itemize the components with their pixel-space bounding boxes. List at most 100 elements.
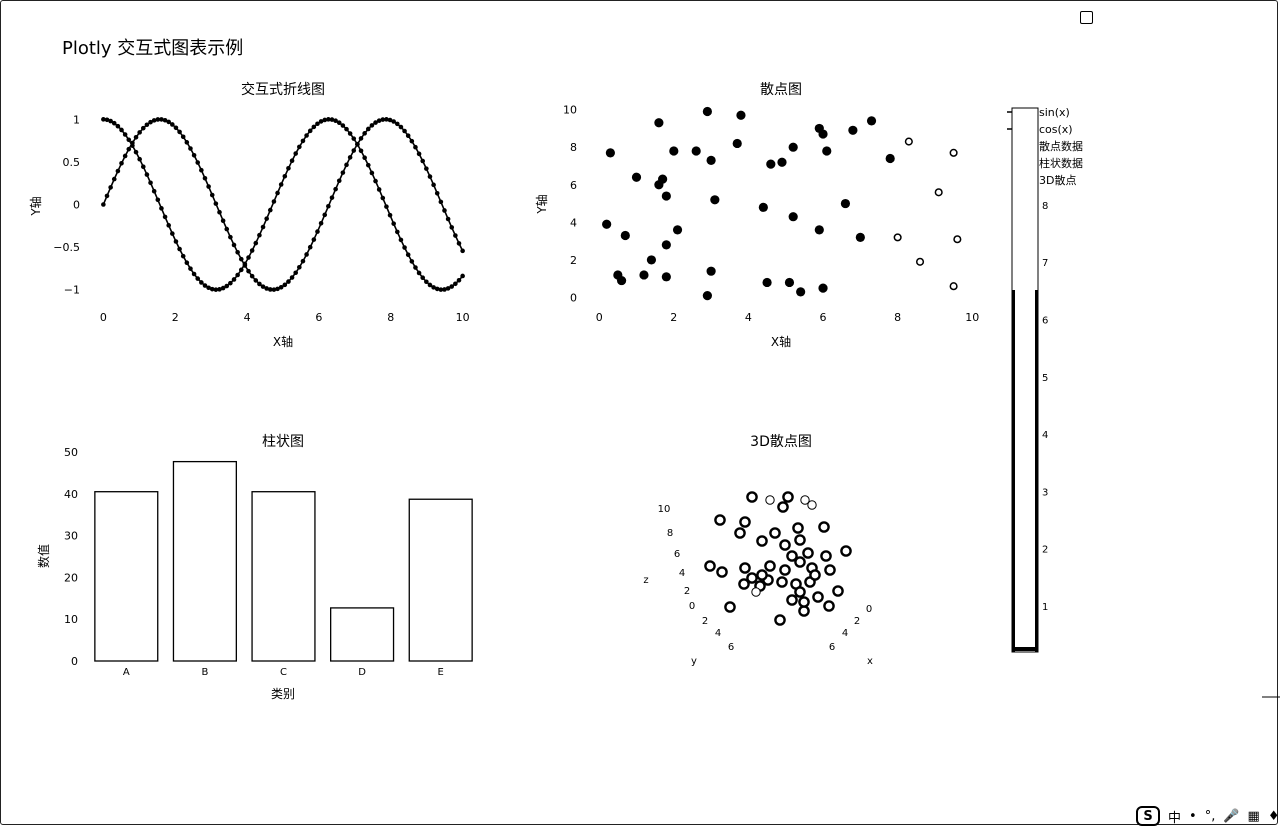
line-series-cos-marker bbox=[217, 287, 222, 292]
scatter3d-x-label: x bbox=[867, 656, 873, 667]
line-series-cos-marker bbox=[391, 221, 396, 226]
line-series-sin-marker bbox=[180, 134, 186, 140]
bar-chart-bars: A B C D E bbox=[94, 460, 473, 678]
line-series-cos-marker bbox=[111, 120, 117, 126]
line-series-cos-marker bbox=[362, 155, 367, 161]
line-chart-x-tick: 8 bbox=[387, 311, 394, 324]
ime-punct-icon[interactable]: °, bbox=[1204, 808, 1216, 824]
line-series-sin-marker bbox=[271, 287, 277, 292]
keyboard-icon[interactable]: ▦ bbox=[1247, 808, 1260, 824]
legend-item: sin(x) bbox=[1039, 106, 1070, 119]
scatter3d-point bbox=[818, 521, 830, 533]
bar-category-label: A bbox=[123, 667, 130, 678]
fullscreen-icon[interactable] bbox=[1080, 11, 1093, 24]
microphone-icon[interactable]: 🎤 bbox=[1223, 808, 1240, 824]
line-series-sin-marker bbox=[289, 275, 295, 280]
line-chart-y-tick: −0.5 bbox=[53, 241, 80, 254]
line-chart-x-tick: 10 bbox=[456, 311, 470, 324]
line-series-cos-marker bbox=[282, 173, 288, 179]
line-series-cos-marker bbox=[159, 206, 164, 211]
line-series-sin-marker bbox=[111, 176, 117, 182]
line-series-cos-marker bbox=[242, 261, 248, 267]
line-chart-y-tick: 1 bbox=[73, 113, 80, 126]
line-series-cos-marker bbox=[456, 277, 462, 283]
line-series-cos-marker bbox=[398, 237, 404, 243]
colorbar-edge-right bbox=[1035, 290, 1038, 652]
scatter-chart-points bbox=[602, 106, 962, 301]
bar-y-tick: 20 bbox=[64, 571, 78, 584]
line-series-cos-marker bbox=[297, 144, 302, 150]
scatter3d-point bbox=[794, 556, 806, 568]
line-series-sin-marker bbox=[224, 226, 230, 232]
line-series-cos-marker bbox=[220, 285, 226, 291]
line-series-cos-marker bbox=[144, 172, 150, 177]
scatter-point bbox=[620, 230, 630, 241]
line-series-sin-marker bbox=[101, 202, 106, 207]
line-chart-x-tick: 2 bbox=[172, 311, 179, 324]
line-series-sin-marker bbox=[456, 241, 462, 246]
scatter-point bbox=[702, 106, 712, 117]
line-chart-x-tick: 0 bbox=[100, 311, 107, 324]
scatter3d-point bbox=[739, 516, 751, 528]
scatter3d-z-tick: 10 bbox=[658, 504, 671, 515]
bar-category-label: E bbox=[438, 667, 444, 678]
line-series-sin-marker bbox=[133, 135, 139, 140]
line-series-sin-marker bbox=[293, 270, 299, 276]
line-series-cos-marker bbox=[191, 271, 197, 277]
scatter-point bbox=[631, 172, 642, 182]
line-series-cos-marker bbox=[409, 259, 415, 264]
colorbar-edge-left bbox=[1012, 290, 1015, 652]
scatter3d-point bbox=[756, 569, 768, 581]
scatter-y-tick: 8 bbox=[570, 141, 577, 154]
scatter3d-point bbox=[823, 600, 835, 612]
scatter-chart: 散点图 0 2 4 6 8 10 0 2 4 6 8 10 X轴 Y轴 bbox=[534, 82, 979, 349]
line-series-sin-marker bbox=[151, 118, 157, 123]
line-series-sin-marker bbox=[373, 120, 378, 125]
line-chart-title: 交互式折线图 bbox=[241, 81, 325, 98]
bar-y-tick: 0 bbox=[71, 655, 78, 668]
scatter-point bbox=[669, 146, 679, 156]
line-series-sin-marker bbox=[304, 252, 309, 257]
scatter3d-point bbox=[716, 566, 728, 578]
scatter-point bbox=[661, 272, 671, 282]
line-series-cos-marker bbox=[278, 182, 284, 187]
line-series-cos-marker bbox=[224, 283, 230, 289]
scatter3d-point bbox=[739, 562, 751, 574]
line-series-cos-marker bbox=[445, 286, 451, 291]
scatter-point bbox=[885, 153, 895, 164]
legend-item: cos(x) bbox=[1039, 123, 1073, 136]
ime-lang-label[interactable]: 中 bbox=[1168, 810, 1182, 826]
skin-icon[interactable]: ♦ bbox=[1267, 808, 1280, 824]
line-series-sin-marker bbox=[362, 131, 367, 136]
line-series-cos-marker bbox=[384, 204, 389, 209]
line-series-cos-marker bbox=[235, 272, 240, 278]
scatter3d-point bbox=[809, 569, 821, 581]
line-series-cos-marker bbox=[257, 232, 262, 238]
scatter-point bbox=[855, 232, 865, 242]
line-series-sin-marker bbox=[220, 218, 226, 224]
line-series-cos-marker bbox=[427, 282, 433, 288]
line-series-cos-marker bbox=[373, 178, 378, 184]
line-chart-y-tick: 0.5 bbox=[63, 156, 81, 169]
scatter3d-point bbox=[786, 550, 798, 562]
line-series-cos-marker bbox=[315, 121, 320, 127]
line-series-cos-marker bbox=[365, 162, 371, 168]
ime-logo-icon[interactable]: S bbox=[1136, 806, 1160, 826]
legend-item: 散点数据 bbox=[1039, 139, 1083, 153]
scatter3d-y-tick: 2 bbox=[702, 616, 708, 627]
line-series-sin-marker bbox=[395, 121, 400, 127]
line-series-cos-marker bbox=[140, 164, 146, 170]
line-series-sin-marker bbox=[365, 126, 371, 132]
scatter-point bbox=[818, 283, 828, 293]
line-series-sin-marker bbox=[384, 117, 389, 122]
scatter-chart-x-ticks: 0 2 4 6 8 10 bbox=[596, 311, 980, 324]
line-chart-x-ticks: 0 2 4 6 8 10 bbox=[100, 311, 470, 324]
system-tray: S 中 • °, 🎤 ▦ ♦ bbox=[1136, 804, 1279, 828]
line-series-cos-marker bbox=[213, 287, 219, 292]
line-series-sin-marker bbox=[300, 258, 306, 264]
line-series-cos-marker bbox=[249, 248, 255, 253]
ime-dot-icon[interactable]: • bbox=[1189, 808, 1197, 824]
line-series-cos-marker bbox=[271, 199, 277, 204]
